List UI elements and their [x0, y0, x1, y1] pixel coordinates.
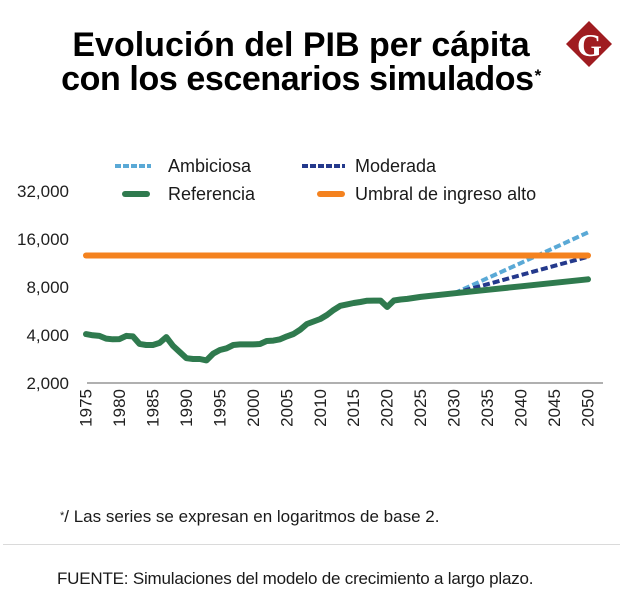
y-tick-label: 8,000: [26, 278, 69, 297]
logo-diamond-shape: [566, 21, 612, 67]
source-note: FUENTE: Simulaciones del modelo de creci…: [57, 569, 534, 588]
x-tick-label: 2010: [311, 389, 330, 427]
chart-title-text-2: con los escenarios simulados: [61, 60, 534, 98]
x-tick-label: 1990: [177, 389, 196, 427]
footer-divider: [3, 544, 620, 545]
y-tick-label: 2,000: [26, 374, 69, 393]
x-tick-label: 2000: [244, 389, 263, 427]
series-line-referencia: [83, 276, 591, 364]
legend-swatch-moderada: [302, 164, 345, 168]
legend-swatch-referencia: [122, 191, 150, 197]
x-tick-label: 2005: [277, 389, 296, 427]
series-line-ambiciosa: [453, 230, 589, 296]
legend-label-referencia: Referencia: [168, 184, 256, 204]
x-tick-label: 2015: [344, 389, 363, 427]
chart-title-text-1: Evolución del PIB per cápita: [72, 26, 530, 64]
legend-label-umbral: Umbral de ingreso alto: [355, 184, 537, 204]
y-tick-label: 16,000: [17, 230, 69, 249]
x-axis-tick-labels: 1975 1980 1985 1990 1995 2000 2005 2010 2015 2020…: [77, 389, 598, 427]
brand-logo-icon: G: [566, 21, 612, 67]
y-tick-label: 4,000: [26, 326, 69, 345]
logo-letter: G: [577, 27, 602, 63]
x-tick-label: 1975: [77, 389, 96, 427]
legend-label-ambiciosa: Ambiciosa: [168, 156, 252, 176]
x-tick-label: 2030: [445, 389, 464, 427]
x-tick-label: 2025: [411, 389, 430, 427]
footnote-marker: *: [60, 510, 65, 522]
series-lines: [83, 230, 591, 364]
legend-swatch-umbral: [317, 191, 345, 197]
legend-swatch-ambiciosa: [115, 164, 151, 168]
x-tick-label: 2045: [545, 389, 564, 427]
series-line-moderada: [453, 254, 589, 296]
x-tick-label: 1985: [143, 389, 162, 427]
chart-title-line-2: con los escenarios simulados*: [0, 59, 602, 99]
x-tick-label: 2040: [512, 389, 531, 427]
legend-label-moderada: Moderada: [355, 156, 437, 176]
x-tick-label: 2035: [478, 389, 497, 427]
footnote-text: / Las series se expresan en logaritmos d…: [64, 507, 440, 526]
x-tick-label: 2050: [579, 389, 598, 427]
chart-title-line-1: Evolución del PIB per cápita: [0, 25, 602, 65]
y-axis-tick-labels: 2,000 4,000 8,000 16,000 32,000: [17, 182, 69, 393]
footnote: */ Las series se expresan en logaritmos …: [60, 507, 439, 527]
x-tick-label: 2020: [378, 389, 397, 427]
title-asterisk: *: [534, 66, 542, 85]
y-tick-label: 32,000: [17, 182, 69, 201]
x-tick-label: 1980: [110, 389, 129, 427]
x-tick-label: 1995: [210, 389, 229, 427]
